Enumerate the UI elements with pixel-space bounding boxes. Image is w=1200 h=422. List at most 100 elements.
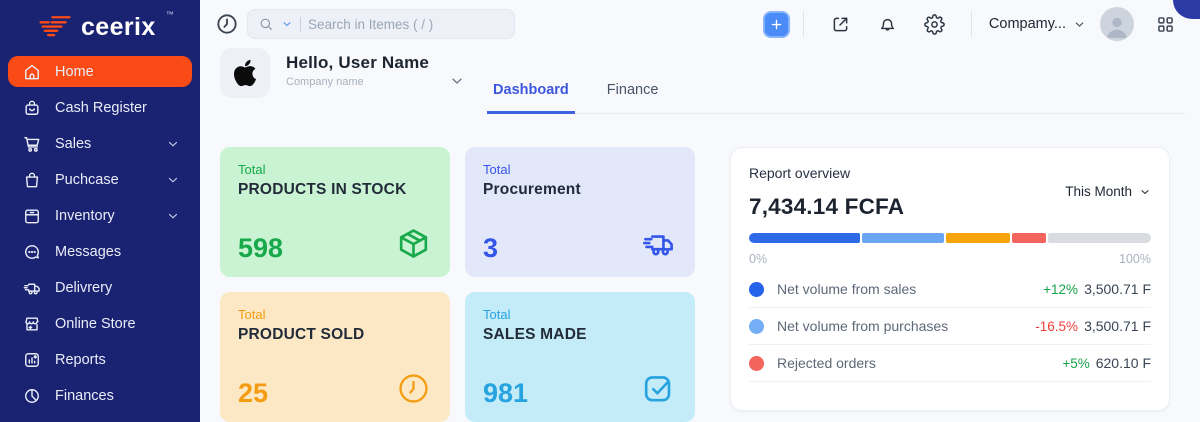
report-row-value: 3,500.71 F <box>1084 318 1151 334</box>
bar-segment-remainder <box>1048 233 1151 243</box>
sidebar-item-label: Inventory <box>55 207 115 224</box>
sidebar-item-inventory[interactable]: Inventory <box>8 200 192 231</box>
bar-segment-net-sales <box>749 233 860 243</box>
brand-logo[interactable]: ceerix ™ <box>0 0 200 54</box>
search-input[interactable] <box>308 16 504 32</box>
sidebar-item-sales[interactable]: Sales <box>8 128 192 159</box>
sidebar-item-home[interactable]: Home <box>8 56 192 87</box>
report-title: Report overview <box>749 165 851 181</box>
report-row-change: +5% <box>1062 356 1090 371</box>
user-avatar[interactable] <box>1100 7 1134 41</box>
card-eyebrow: Total <box>238 162 266 177</box>
card-title: Procurement <box>483 181 581 198</box>
finances-icon <box>22 386 42 406</box>
add-new-button[interactable] <box>762 10 790 38</box>
bar-segment-rejected <box>1012 233 1047 243</box>
report-row-net-volume-from-sales[interactable]: Net volume from sales +12% 3,500.71 F <box>749 271 1151 308</box>
brand-name: ceerix <box>81 12 156 41</box>
card-product-sold[interactable]: Total PRODUCT SOLD 25 <box>220 292 450 422</box>
divider <box>802 11 804 37</box>
card-sales-made[interactable]: Total SALES MADE 981 <box>465 292 695 422</box>
sidebar-item-online-store[interactable]: Online Store <box>8 308 192 339</box>
card-procurement[interactable]: Total Procurement 3 <box>465 147 695 277</box>
scale-max: 100% <box>1119 252 1151 266</box>
greeting-text: Hello, User Name Company name <box>286 48 429 88</box>
trademark: ™ <box>165 10 174 19</box>
chevron-down-icon <box>1139 186 1151 198</box>
package-icon <box>395 225 432 262</box>
bag-icon <box>22 170 42 190</box>
search-divider <box>300 16 301 32</box>
company-selector-label: Compamy... <box>988 16 1066 32</box>
period-selector-label: This Month <box>1065 184 1132 199</box>
legend-dot <box>749 355 764 371</box>
workspace-chevron-icon[interactable] <box>449 73 465 89</box>
reports-icon <box>22 350 42 370</box>
sidebar: ceerix ™ Home Cash Register Sales Puchca… <box>0 0 200 422</box>
sidebar-item-label: Sales <box>55 135 92 152</box>
report-row-rejected-orders[interactable]: Rejected orders +5% 620.10 F <box>749 345 1151 382</box>
report-row-label: Rejected orders <box>777 355 876 371</box>
report-row-label: Net volume from purchases <box>777 318 949 334</box>
report-row-net-volume-from-purchases[interactable]: Net volume from purchases -16.5% 3,500.7… <box>749 308 1151 345</box>
corner-accent <box>1173 0 1200 19</box>
sidebar-item-reports[interactable]: Reports <box>8 344 192 375</box>
gear-icon[interactable] <box>920 10 949 39</box>
greeting-title: Hello, User Name <box>286 53 430 72</box>
sidebar-menu: Home Cash Register Sales Puchcase Invent… <box>0 54 200 416</box>
chevron-down-icon <box>166 137 180 151</box>
report-rows: Net volume from sales +12% 3,500.71 F Ne… <box>749 271 1151 382</box>
card-products-in-stock[interactable]: Total PRODUCTS IN STOCK 598 <box>220 147 450 277</box>
workspace-logo[interactable] <box>220 48 270 98</box>
company-selector[interactable]: Compamy... <box>989 16 1086 32</box>
sidebar-item-messages[interactable]: Messages <box>8 236 192 267</box>
bell-icon[interactable] <box>873 10 902 39</box>
tab-finance[interactable]: Finance <box>606 82 659 98</box>
sidebar-item-delivrery[interactable]: Delivrery <box>8 272 192 303</box>
card-eyebrow: Total <box>483 162 511 177</box>
card-title: PRODUCT SOLD <box>238 326 365 343</box>
tab-dashboard[interactable]: Dashboard <box>487 82 575 114</box>
legend-dot <box>749 281 764 297</box>
report-amount: 7,434.14 FCFA <box>749 194 905 219</box>
report-row-value: 620.10 F <box>1095 355 1151 371</box>
cash-register-icon <box>22 98 42 118</box>
sidebar-item-cash-register[interactable]: Cash Register <box>8 92 192 123</box>
chevron-down-icon <box>1073 18 1086 31</box>
report-scale: 0% 100% <box>749 252 1151 266</box>
chevron-down-icon <box>166 173 180 187</box>
report-row-label: Net volume from sales <box>777 281 917 297</box>
scale-min: 0% <box>749 252 768 266</box>
card-value: 25 <box>238 378 269 408</box>
company-subtitle: Company name <box>286 76 364 88</box>
search-box[interactable] <box>247 9 515 39</box>
bar-segment-orders <box>945 233 1011 243</box>
greeting-row: Hello, User Name Company name Dashboard F… <box>200 48 1200 114</box>
period-selector[interactable]: This Month <box>1065 184 1151 199</box>
main-area: Compamy... Hello, User Name Company name… <box>200 0 1200 422</box>
report-row-change: -16.5% <box>1035 319 1079 334</box>
apps-grid-icon[interactable] <box>1151 10 1180 39</box>
divider <box>970 11 972 37</box>
sidebar-item-label: Home <box>55 63 94 80</box>
sidebar-item-label: Messages <box>55 243 122 260</box>
report-progress-bar <box>749 233 1151 243</box>
sidebar-item-label: Online Store <box>55 315 136 332</box>
sidebar-item-puchcase[interactable]: Puchcase <box>8 164 192 195</box>
delivery-truck-icon <box>640 225 677 262</box>
chat-icon <box>22 242 42 262</box>
sidebar-item-finances[interactable]: Finances <box>8 380 192 411</box>
search-icon <box>258 16 274 32</box>
external-link-icon[interactable] <box>826 10 855 39</box>
card-value: 3 <box>483 233 499 263</box>
report-row-change: +12% <box>1043 282 1079 297</box>
legend-dot <box>749 318 764 334</box>
card-eyebrow: Total <box>238 307 266 322</box>
home-icon <box>22 62 42 82</box>
search-scope-chevron-icon[interactable] <box>281 18 293 30</box>
history-icon[interactable] <box>210 7 244 41</box>
report-overview-panel: Report overview This Month 7,434.14 FCFA… <box>730 147 1170 411</box>
sidebar-item-label: Finances <box>55 387 114 404</box>
chevron-down-icon <box>166 209 180 223</box>
